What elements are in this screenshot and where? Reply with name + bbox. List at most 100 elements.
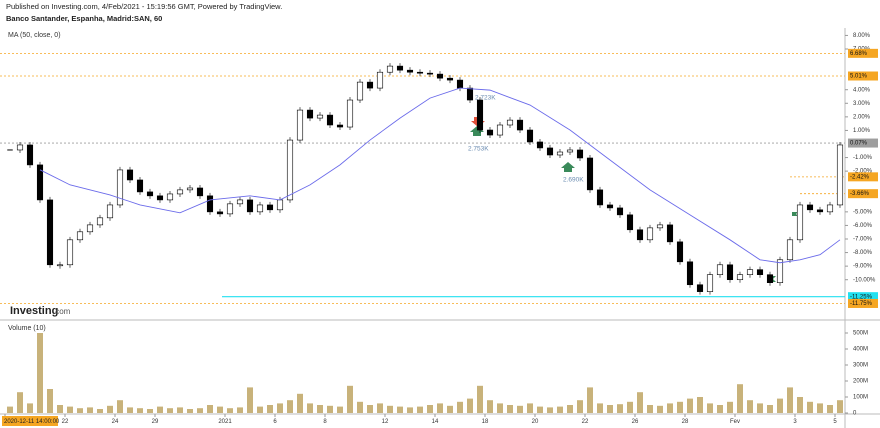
candle-body xyxy=(686,261,694,286)
candle-body xyxy=(746,269,754,275)
volume-bar xyxy=(7,406,13,413)
candle-body xyxy=(536,141,544,149)
x-tick-label: 28 xyxy=(682,419,689,425)
volume-bar xyxy=(617,404,623,413)
candle-body xyxy=(586,157,594,191)
level-label-box xyxy=(848,138,878,148)
candle-body xyxy=(46,199,54,266)
candle-body xyxy=(86,224,94,233)
x-tick-label: 12 xyxy=(382,419,389,425)
volume-bar xyxy=(187,409,193,413)
candle-body xyxy=(156,195,164,201)
candle-body xyxy=(26,144,34,166)
level-label: -11.75% xyxy=(850,301,873,307)
x-tick-label: 22 xyxy=(582,419,589,425)
volume-bar xyxy=(657,405,663,413)
candle-body xyxy=(666,224,674,243)
candle-body xyxy=(716,264,724,275)
x-tick-label: 5 xyxy=(833,419,837,425)
candle-body xyxy=(526,129,534,143)
x-tick-label: 20 xyxy=(532,419,539,425)
volume-bar xyxy=(117,400,123,413)
candle-body xyxy=(56,264,64,267)
volume-bar xyxy=(267,405,273,413)
volume-bar xyxy=(87,407,93,413)
level-label-box xyxy=(848,292,878,302)
candle-body xyxy=(816,209,824,213)
y-tick-label: 2.00% xyxy=(853,114,871,120)
candle-body xyxy=(116,169,124,206)
candle-body xyxy=(656,224,664,229)
candle-body xyxy=(76,231,84,241)
volume-bar xyxy=(287,400,293,413)
volume-bar xyxy=(247,387,253,413)
candle-body xyxy=(366,81,374,89)
candle-body xyxy=(356,81,364,101)
annotation: 2.723K xyxy=(475,95,496,102)
y-tick-label: -8.00% xyxy=(853,250,873,256)
candle-body xyxy=(166,193,174,201)
y-tick-label: 500M xyxy=(853,331,868,337)
volume-bar xyxy=(647,405,653,413)
volume-bar xyxy=(787,387,793,413)
y-tick-label: 300M xyxy=(853,363,868,369)
x-tick-label: 24 xyxy=(112,419,119,425)
candle-body xyxy=(786,239,794,261)
level-label-box xyxy=(848,298,878,308)
candle-body xyxy=(806,204,814,211)
candle-body xyxy=(566,149,574,153)
x-tick-label: 14 xyxy=(432,419,439,425)
candle-body xyxy=(276,199,284,211)
logo-suffix: .com xyxy=(53,307,71,316)
candle-body xyxy=(206,195,214,213)
volume-bar xyxy=(137,408,143,413)
chart-title: Banco Santander, Espanha, Madrid:SAN, 60 xyxy=(6,14,162,23)
y-tick-label: 400M xyxy=(853,347,868,353)
volume-bar xyxy=(197,408,203,413)
candle-body xyxy=(616,207,624,216)
x-tick-label: 18 xyxy=(482,419,489,425)
x-tick-label: 2020-12-11 14:00:00 xyxy=(4,419,60,425)
candle-body xyxy=(486,129,494,136)
volume-bar xyxy=(837,400,843,413)
volume-bar xyxy=(357,401,363,413)
volume-bar xyxy=(677,401,683,413)
level-label: -3.66% xyxy=(850,191,870,197)
candle-body xyxy=(346,99,354,128)
candle-body xyxy=(556,151,564,156)
x-tick-label: 22 xyxy=(62,419,69,425)
candle-body xyxy=(306,109,314,119)
volume-bar xyxy=(317,405,323,413)
volume-bar xyxy=(667,403,673,413)
level-label-box xyxy=(848,172,878,182)
candle-body xyxy=(776,259,784,283)
candle-body xyxy=(646,227,654,241)
candle-body xyxy=(296,109,304,141)
volume-bar xyxy=(387,405,393,413)
candle-body xyxy=(496,124,504,136)
candle-body xyxy=(476,99,484,131)
volume-bar xyxy=(77,408,83,413)
candle-body xyxy=(216,211,224,215)
y-tick-label: 4.00% xyxy=(853,87,871,93)
volume-bar xyxy=(697,397,703,413)
volume-bar xyxy=(47,389,53,413)
candle-body xyxy=(636,229,644,241)
x-tick-label: 8 xyxy=(323,419,327,425)
candle-body xyxy=(36,164,44,201)
volume-bar xyxy=(227,408,233,413)
volume-bar xyxy=(727,401,733,413)
candle-body xyxy=(286,139,294,201)
candle-body xyxy=(456,79,464,89)
candle-body xyxy=(376,71,384,89)
x-label-box xyxy=(2,416,58,426)
x-tick-label: 3 xyxy=(793,419,797,425)
candle-body xyxy=(126,169,134,181)
x-tick-label: 2021 xyxy=(218,419,232,425)
volume-bar xyxy=(107,405,113,413)
y-tick-label: 100M xyxy=(853,395,868,401)
candle-body xyxy=(726,264,734,281)
volume-bar xyxy=(577,400,583,413)
volume-bar xyxy=(747,400,753,413)
volume-bar xyxy=(637,392,643,413)
